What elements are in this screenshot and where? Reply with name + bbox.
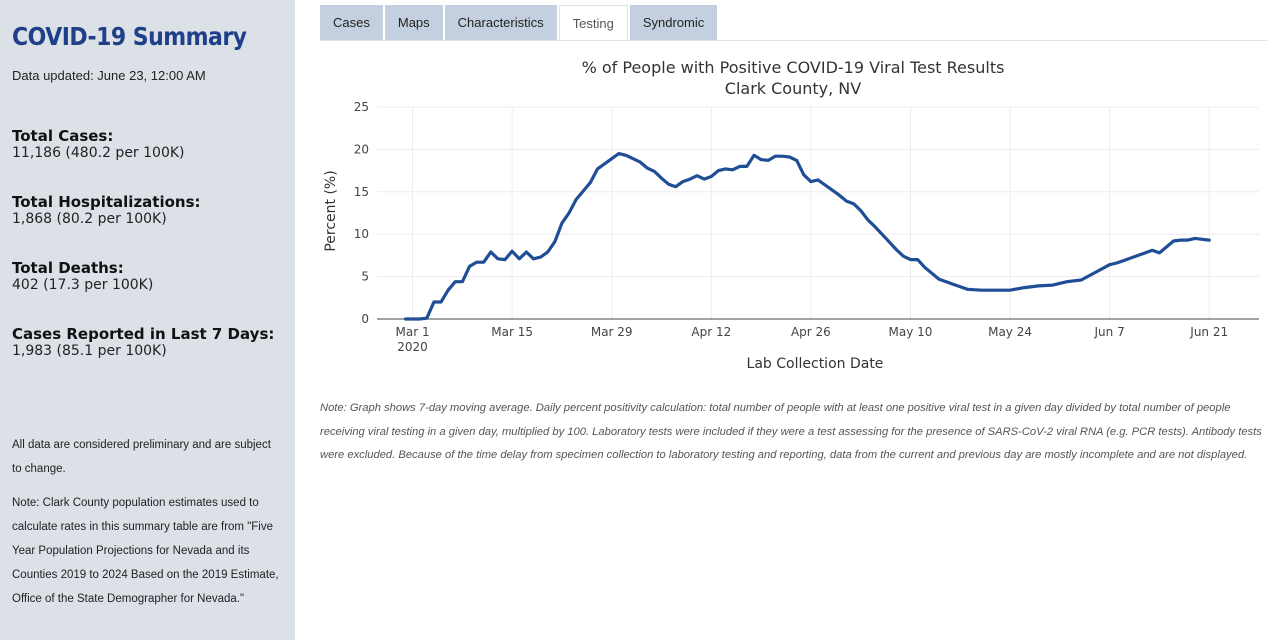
- stat-value: 1,868 (80.2 per 100K): [12, 211, 167, 227]
- chart-title: % of People with Positive COVID-19 Viral…: [582, 58, 1005, 77]
- stat-total-deaths: Total Deaths: 402 (17.3 per 100K): [12, 260, 153, 294]
- x-axis-label: Lab Collection Date: [747, 356, 884, 372]
- stat-label: Total Hospitalizations:: [12, 193, 201, 211]
- grid-layer: [377, 106, 1259, 319]
- stat-value: 1,983 (85.1 per 100K): [12, 343, 167, 359]
- x-tick-label: Apr 26: [791, 325, 831, 339]
- chart-subtitle: Clark County, NV: [725, 79, 861, 98]
- tab-cases[interactable]: Cases: [320, 5, 383, 41]
- x-tick-sublabel: 2020: [397, 340, 428, 354]
- x-tick-label: Apr 12: [691, 325, 731, 339]
- data-updated-text: Data updated: June 23, 12:00 AM: [12, 68, 206, 83]
- preliminary-note: All data are considered preliminary and …: [12, 439, 271, 475]
- y-axis-label: Percent (%): [323, 170, 339, 251]
- stat-value: 402 (17.3 per 100K): [12, 277, 154, 293]
- stat-total-cases: Total Cases: 11,186 (480.2 per 100K): [12, 128, 185, 162]
- x-tick-label: May 24: [988, 325, 1032, 339]
- sidebar: COVID-19 Summary Data updated: June 23, …: [0, 0, 295, 640]
- stat-label: Total Deaths:: [12, 259, 124, 277]
- stat-label: Total Cases:: [12, 127, 114, 145]
- tab-bar: Cases Maps Characteristics Testing Syndr…: [320, 5, 719, 41]
- y-tick-label: 5: [361, 270, 369, 284]
- series-line: [403, 151, 1211, 321]
- stat-total-hospitalizations: Total Hospitalizations: 1,868 (80.2 per …: [12, 194, 201, 228]
- x-tick-label: May 10: [889, 325, 933, 339]
- y-tick-label: 10: [354, 227, 369, 241]
- y-tick-label: 20: [354, 142, 369, 156]
- chart-svg: % of People with Positive COVID-19 Viral…: [323, 58, 1259, 372]
- x-tick-label: Jun 7: [1094, 325, 1125, 339]
- x-tick-label: Mar 15: [491, 325, 533, 339]
- y-tick-label: 25: [354, 100, 369, 114]
- x-tick-label: Mar 1: [396, 325, 430, 339]
- graph-note: Note: Graph shows 7-day moving average. …: [320, 402, 1262, 461]
- tab-divider: [320, 40, 1267, 41]
- x-tick-label: Mar 29: [591, 325, 633, 339]
- stat-value: 11,186 (480.2 per 100K): [12, 145, 185, 161]
- x-tick-label: Jun 21: [1189, 325, 1228, 339]
- positivity-chart: % of People with Positive COVID-19 Viral…: [315, 50, 1275, 380]
- summary-title: COVID-19 Summary: [12, 22, 247, 51]
- tab-syndromic[interactable]: Syndromic: [629, 5, 718, 41]
- y-tick-label: 15: [354, 185, 369, 199]
- stat-label: Cases Reported in Last 7 Days:: [12, 325, 275, 343]
- series-layer: [403, 151, 1211, 321]
- population-note: Note: Clark County population estimates …: [12, 497, 279, 605]
- tab-characteristics[interactable]: Characteristics: [444, 5, 557, 41]
- tab-maps[interactable]: Maps: [384, 5, 443, 41]
- tab-testing[interactable]: Testing: [558, 5, 628, 41]
- y-tick-label: 0: [361, 312, 369, 326]
- stat-cases-last-7-days: Cases Reported in Last 7 Days: 1,983 (85…: [12, 326, 274, 360]
